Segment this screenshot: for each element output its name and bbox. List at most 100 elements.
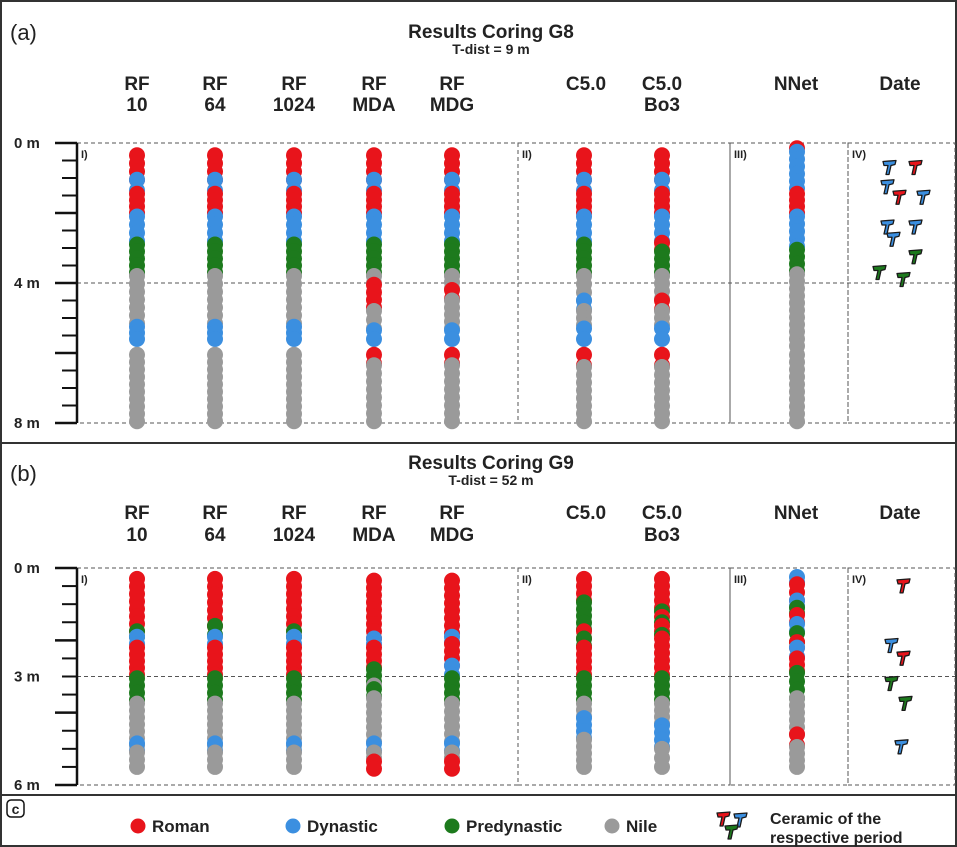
dot-column-c1 [129,570,145,775]
legend-ceramic-dynastic-icon [733,812,748,828]
column-header-c8: NNet [774,503,819,524]
ceramic-markers [884,578,913,755]
column-header-c9: Date [879,503,920,524]
ceramic-marker-predynastic [872,264,887,281]
legend-dot-roman [130,818,146,834]
ceramic-marker-dynastic-shape [916,189,931,205]
ceramic-marker-roman-shape [896,578,911,594]
sample-dot-nile [576,413,592,430]
sample-dot-dynastic [444,331,460,347]
sample-dot-nile [789,758,805,775]
column-header-c6: C5.0 [566,74,606,95]
depth-tick-label: 8 m [14,415,40,432]
legend: c Roman Dynastic Predynastic Nile Ceramic of … [6,799,903,847]
ceramic-marker-dynastic-shape [880,219,895,235]
group-label-2: II) [522,149,532,161]
sample-dot-roman [444,760,460,777]
ceramic-marker-dynastic [880,179,895,195]
column-header-c4: RF [361,74,386,95]
ceramic-marker-dynastic-shape [884,637,899,654]
group-box-3 [729,142,849,424]
column-header-c7: C5.0 [642,74,682,95]
ceramic-marker-dynastic [882,159,897,176]
legend-panel-label-box [6,799,25,818]
column-header-c7-line2: Bo3 [644,525,680,546]
sample-dot-nile [286,413,302,430]
sample-dot-nile [207,758,223,775]
sample-dot-nile [286,758,302,775]
dot-column-c7 [654,147,670,430]
ceramic-markers [872,159,931,288]
sample-dot-nile [576,758,592,775]
sample-dot-nile [444,413,460,430]
legend-item-dynastic: Dynastic [307,817,378,836]
ceramic-marker-dynastic-shape [882,159,897,176]
legend-item-roman: Roman [152,817,210,836]
dot-column-c6 [576,570,592,775]
panel-a: (a) Results Coring G8T-dist = 9 mRF10RF64… [10,20,956,432]
dot-column-c5 [444,572,460,777]
legend-panel-label: c [12,801,20,817]
depth-tick-label: 3 m [14,669,40,686]
ceramic-marker-roman-shape [908,159,923,176]
legend-ceramic-predynastic-icon [724,824,739,840]
legend-ceramic-roman-icon-shape [716,811,731,827]
ceramic-marker-roman [908,159,923,176]
sample-dot-nile [366,413,382,430]
column-header-c5: RF [439,74,464,95]
ceramic-marker-dynastic-shape [886,231,901,247]
column-header-c4-line2: MDA [352,525,396,546]
legend-item-predynastic: Predynastic [466,817,562,836]
legend-ceramic-text-line1: Ceramic of the [770,811,881,828]
sample-dot-nile [129,758,145,775]
group-label-4: IV) [852,149,866,161]
sample-dot-nile [654,413,670,430]
column-header-c4-line2: MDA [352,95,396,116]
group-label-2: II) [522,574,532,586]
dot-column-c6 [576,147,592,430]
dot-column-c7 [654,570,670,775]
chart-subtitle: T-dist = 52 m [448,472,533,488]
column-header-c7: C5.0 [642,503,682,524]
dot-column-c2 [207,147,223,430]
dot-column-c5 [444,147,460,430]
panel-label: (b) [10,461,37,486]
column-header-c6: C5.0 [566,503,606,524]
legend-ceramic-predynastic-icon-shape [724,824,739,840]
depth-tick-label: 0 m [14,135,40,152]
ceramic-marker-predynastic-shape [898,695,913,712]
sample-dot-nile [207,413,223,430]
chart-subtitle: T-dist = 9 m [452,41,529,57]
group-label-3: III) [734,149,747,161]
group-label-3: III) [734,574,747,586]
ceramic-marker-dynastic-shape [908,219,923,235]
column-header-c2: RF [202,503,227,524]
ceramic-marker-dynastic [894,739,909,755]
panel-label: (a) [10,20,37,45]
legend-dot-predynastic [444,818,460,834]
column-header-c5-line2: MDG [430,525,474,546]
column-header-c3: RF [281,503,306,524]
ceramic-marker-dynastic [880,219,895,235]
column-header-c7-line2: Bo3 [644,95,680,116]
column-header-c1: RF [124,503,149,524]
ceramic-marker-dynastic [886,231,901,247]
legend-ceramic-roman-icon [716,811,731,827]
column-header-c2-line2: 64 [204,95,226,116]
dot-column-c8 [789,569,805,775]
ceramic-marker-predynastic-shape [884,675,899,692]
column-header-c9: Date [879,74,920,95]
ceramic-marker-roman-shape [896,650,911,666]
ceramic-marker-predynastic [896,271,911,288]
ceramic-marker-predynastic-shape [872,264,887,281]
dot-column-c3 [286,147,302,430]
ceramic-marker-roman [896,650,911,666]
ceramic-marker-dynastic [884,637,899,654]
depth-tick-label: 6 m [14,777,40,794]
dot-column-c4 [366,147,382,430]
sample-dot-dynastic [654,331,670,347]
ceramic-marker-predynastic [908,249,923,265]
ceramic-marker-roman-shape [892,189,907,205]
